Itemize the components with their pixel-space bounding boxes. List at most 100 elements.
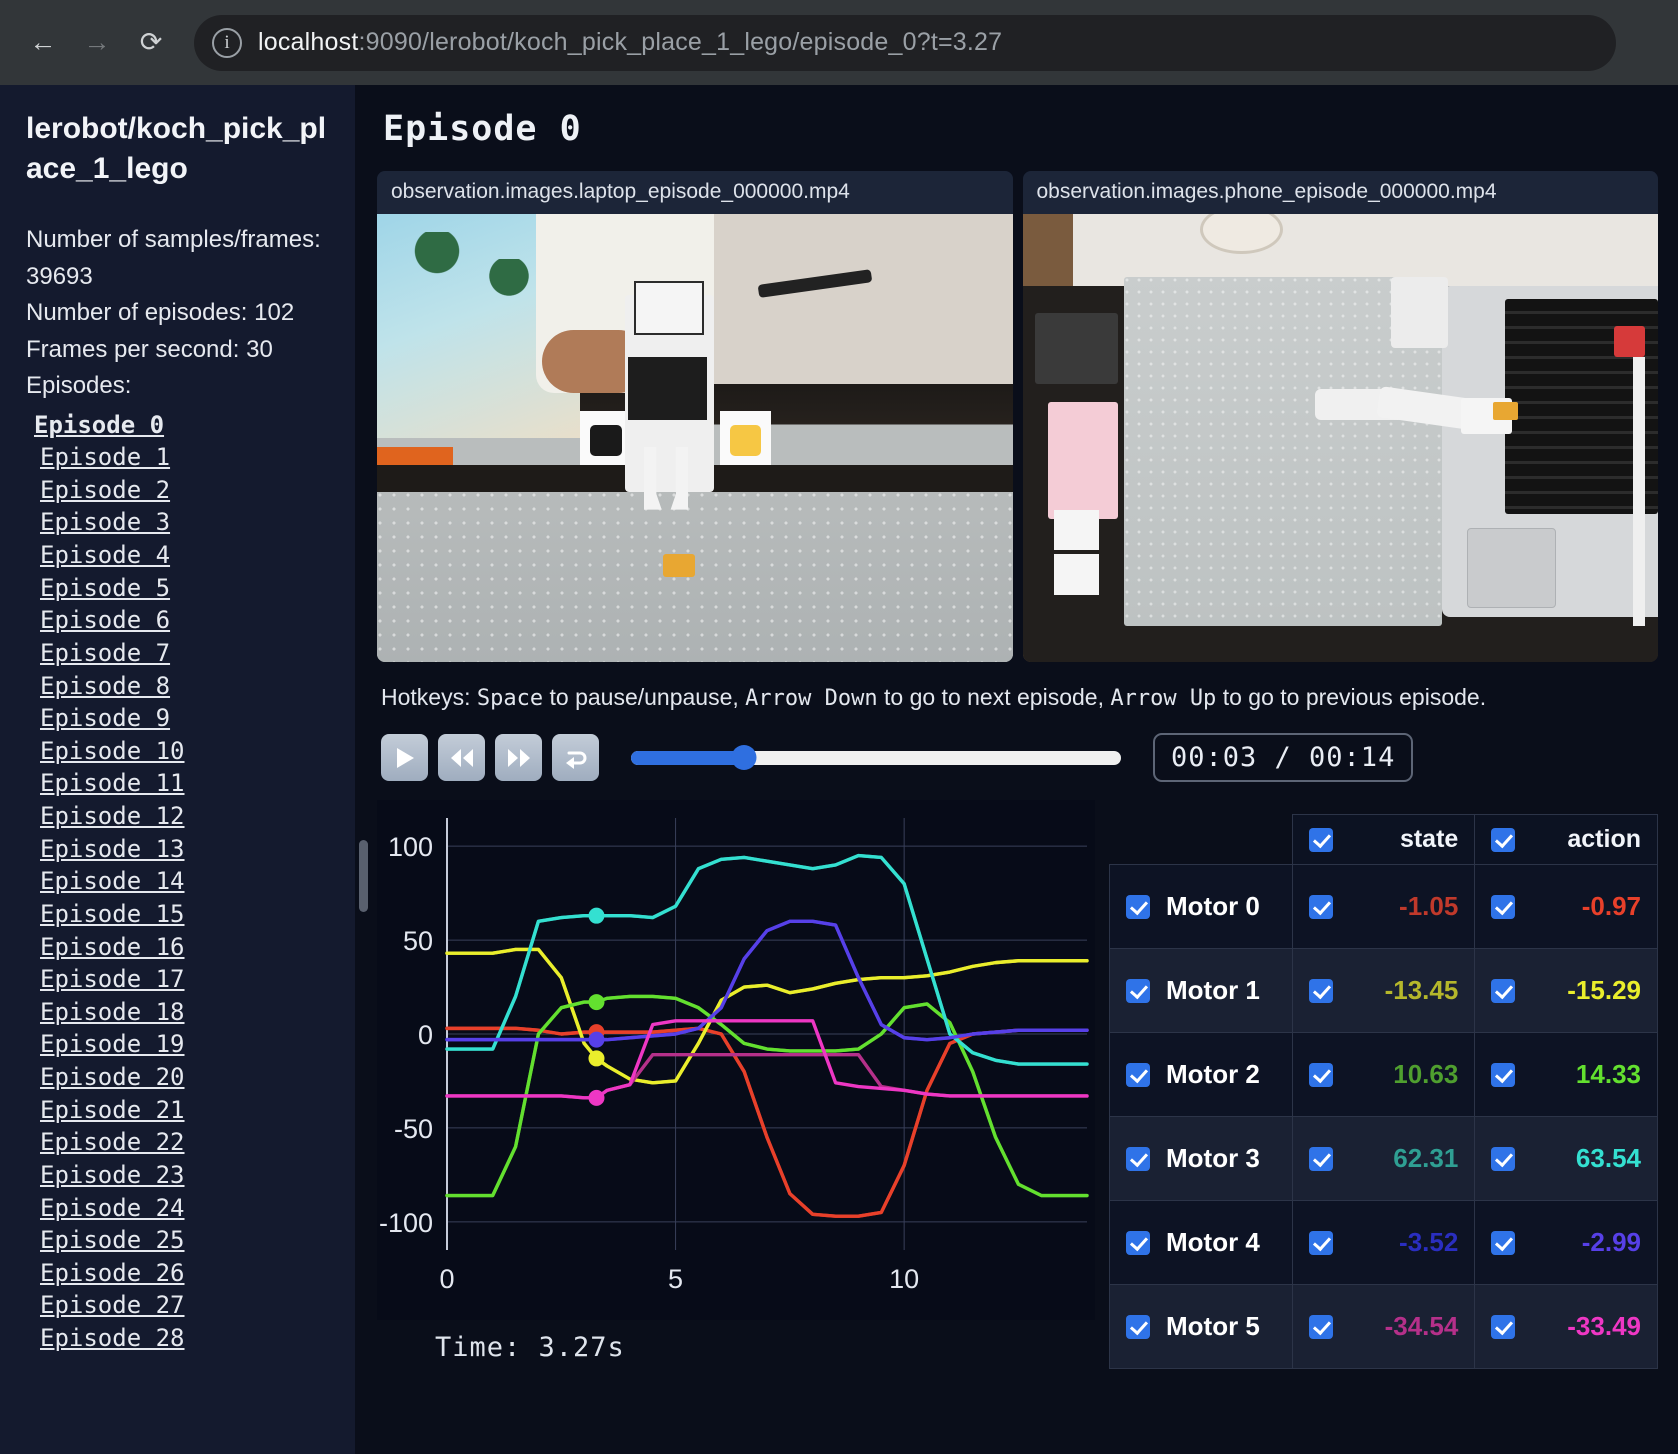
motor-action-value: 14.33 xyxy=(1575,1059,1641,1089)
motor-row-checkbox[interactable] xyxy=(1126,978,1150,1003)
sidebar-item-episode-15[interactable]: Episode 15 xyxy=(40,899,185,928)
sidebar-item-episode-13[interactable]: Episode 13 xyxy=(40,834,185,863)
action-column-checkbox[interactable] xyxy=(1491,827,1516,852)
motor-name-label: Motor 4 xyxy=(1166,1227,1260,1257)
sidebar-item-episode-4[interactable]: Episode 4 xyxy=(40,541,171,570)
motor-row-checkbox[interactable] xyxy=(1126,894,1150,919)
hotkeys-text-1: to pause/unpause, xyxy=(543,684,746,710)
sidebar-item-episode-27[interactable]: Episode 27 xyxy=(40,1291,185,1320)
sidebar-item-episode-22[interactable]: Episode 22 xyxy=(40,1128,185,1157)
motor-name-label: Motor 2 xyxy=(1166,1059,1260,1089)
header-action: action xyxy=(1474,814,1658,865)
motor-action-value: -33.49 xyxy=(1567,1311,1641,1341)
sidebar-item-episode-2[interactable]: Episode 2 xyxy=(40,475,171,504)
svg-text:-50: -50 xyxy=(394,1114,433,1144)
sidebar-item-episode-5[interactable]: Episode 5 xyxy=(40,573,171,602)
video-label-phone: observation.images.phone_episode_000000.… xyxy=(1022,171,1658,214)
motor-action-checkbox[interactable] xyxy=(1491,978,1516,1003)
motor-name-cell: Motor 5 xyxy=(1109,1284,1293,1369)
video-player-laptop[interactable] xyxy=(377,214,1013,662)
loop-button[interactable] xyxy=(552,734,599,781)
motor-action-value: -0.97 xyxy=(1581,891,1641,921)
page-title: Episode 0 xyxy=(383,109,582,149)
sidebar-item-episode-10[interactable]: Episode 10 xyxy=(40,736,185,765)
sidebar-item-episode-11[interactable]: Episode 11 xyxy=(40,769,185,798)
info-circle-icon[interactable]: i xyxy=(212,27,242,58)
motor-name-label: Motor 1 xyxy=(1166,975,1260,1005)
sidebar-item-episode-0[interactable]: Episode 0 xyxy=(34,410,165,439)
motor-action-checkbox[interactable] xyxy=(1491,894,1516,919)
motor-state-value: -34.54 xyxy=(1384,1311,1459,1341)
state-column-checkbox[interactable] xyxy=(1308,827,1333,852)
motor-state-checkbox[interactable] xyxy=(1308,1230,1333,1255)
motor-action-checkbox[interactable] xyxy=(1491,1230,1516,1255)
video-sticker-right xyxy=(729,424,762,456)
motor-state-checkbox[interactable] xyxy=(1308,1314,1333,1339)
motor-action-checkbox[interactable] xyxy=(1491,1314,1516,1339)
motor-action-checkbox[interactable] xyxy=(1491,1146,1516,1171)
sidebar-item-episode-24[interactable]: Episode 24 xyxy=(40,1193,185,1222)
header-action-label: action xyxy=(1567,825,1641,853)
sidebar-resize-handle[interactable] xyxy=(359,840,368,912)
seek-thumb[interactable] xyxy=(731,744,757,770)
sidebar-item-episode-1[interactable]: Episode 1 xyxy=(40,443,171,472)
video-player-phone[interactable] xyxy=(1022,214,1658,662)
sidebar-item-episode-16[interactable]: Episode 16 xyxy=(40,932,185,961)
hotkeys-prefix: Hotkeys: xyxy=(381,684,477,710)
sidebar-item-episode-25[interactable]: Episode 25 xyxy=(40,1226,185,1255)
reload-icon[interactable]: ⟳ xyxy=(139,27,163,57)
table-header-row: state action xyxy=(1109,814,1658,865)
motor-state-checkbox[interactable] xyxy=(1308,1146,1333,1171)
sidebar-item-episode-6[interactable]: Episode 6 xyxy=(40,606,171,635)
motor-row-checkbox[interactable] xyxy=(1126,1062,1150,1087)
video-pink-box xyxy=(1047,402,1118,519)
seek-bar[interactable] xyxy=(631,744,1121,770)
sidebar-item-episode-21[interactable]: Episode 21 xyxy=(40,1095,185,1124)
motor-row-checkbox[interactable] xyxy=(1126,1230,1150,1255)
motor-row-checkbox[interactable] xyxy=(1126,1146,1150,1171)
motor-action-cell: -2.99 xyxy=(1474,1200,1658,1285)
motor-state-checkbox[interactable] xyxy=(1308,978,1333,1003)
sidebar-item-episode-17[interactable]: Episode 17 xyxy=(40,965,185,994)
sidebar-item-episode-14[interactable]: Episode 14 xyxy=(40,867,185,896)
motor-action-checkbox[interactable] xyxy=(1491,1062,1516,1087)
motor-state-cell: 10.63 xyxy=(1291,1032,1476,1117)
forward-icon[interactable]: → xyxy=(83,27,111,57)
sidebar-item-episode-28[interactable]: Episode 28 xyxy=(40,1324,185,1353)
motor-row-checkbox[interactable] xyxy=(1126,1314,1150,1339)
sidebar-item-episode-3[interactable]: Episode 3 xyxy=(40,508,171,537)
sidebar-item-episode-19[interactable]: Episode 19 xyxy=(40,1030,185,1059)
video-lego-brick xyxy=(1492,402,1519,421)
sidebar-item-episode-26[interactable]: Episode 26 xyxy=(40,1258,185,1287)
hotkey-arrow-down: Arrow Down xyxy=(745,686,878,711)
motor-name-cell: Motor 2 xyxy=(1109,1032,1293,1117)
sidebar-item-episode-7[interactable]: Episode 7 xyxy=(40,638,171,667)
address-bar[interactable]: i localhost:9090/lerobot/koch_pick_place… xyxy=(194,14,1616,71)
video-sticker-top xyxy=(1054,509,1099,550)
video-bowl xyxy=(1200,214,1284,255)
episodes-heading: Episodes: xyxy=(26,372,132,400)
motor-state-checkbox[interactable] xyxy=(1308,894,1333,919)
timeseries-chart[interactable]: -100 -50 0 50 100 0 5 10 Time: 3.27s xyxy=(377,800,1095,1363)
motor-action-value: 63.54 xyxy=(1575,1143,1641,1173)
num-episodes-label: Number of episodes: 102 xyxy=(26,299,295,327)
svg-text:0: 0 xyxy=(439,1264,454,1294)
svg-text:-100: -100 xyxy=(379,1208,433,1238)
fast-forward-button[interactable] xyxy=(495,734,542,781)
sidebar-item-episode-18[interactable]: Episode 18 xyxy=(40,997,185,1026)
back-icon[interactable]: ← xyxy=(29,27,57,57)
sidebar-item-episode-8[interactable]: Episode 8 xyxy=(40,671,171,700)
table-row: Motor 5 -34.54 -33.49 xyxy=(1109,1284,1658,1369)
play-button[interactable] xyxy=(381,734,428,781)
video-electronics xyxy=(1035,312,1118,385)
sidebar-item-episode-23[interactable]: Episode 23 xyxy=(40,1160,185,1189)
hotkey-space: Space xyxy=(476,686,544,711)
sidebar-item-episode-9[interactable]: Episode 9 xyxy=(40,704,171,733)
rewind-button[interactable] xyxy=(438,734,485,781)
motor-state-checkbox[interactable] xyxy=(1308,1062,1333,1087)
sidebar-item-episode-12[interactable]: Episode 12 xyxy=(40,802,185,831)
sidebar-item-episode-20[interactable]: Episode 20 xyxy=(40,1063,185,1092)
video-card-phone: observation.images.phone_episode_000000.… xyxy=(1022,171,1658,662)
video-robot-joint xyxy=(628,357,708,421)
motor-state-value: -1.05 xyxy=(1399,891,1459,921)
